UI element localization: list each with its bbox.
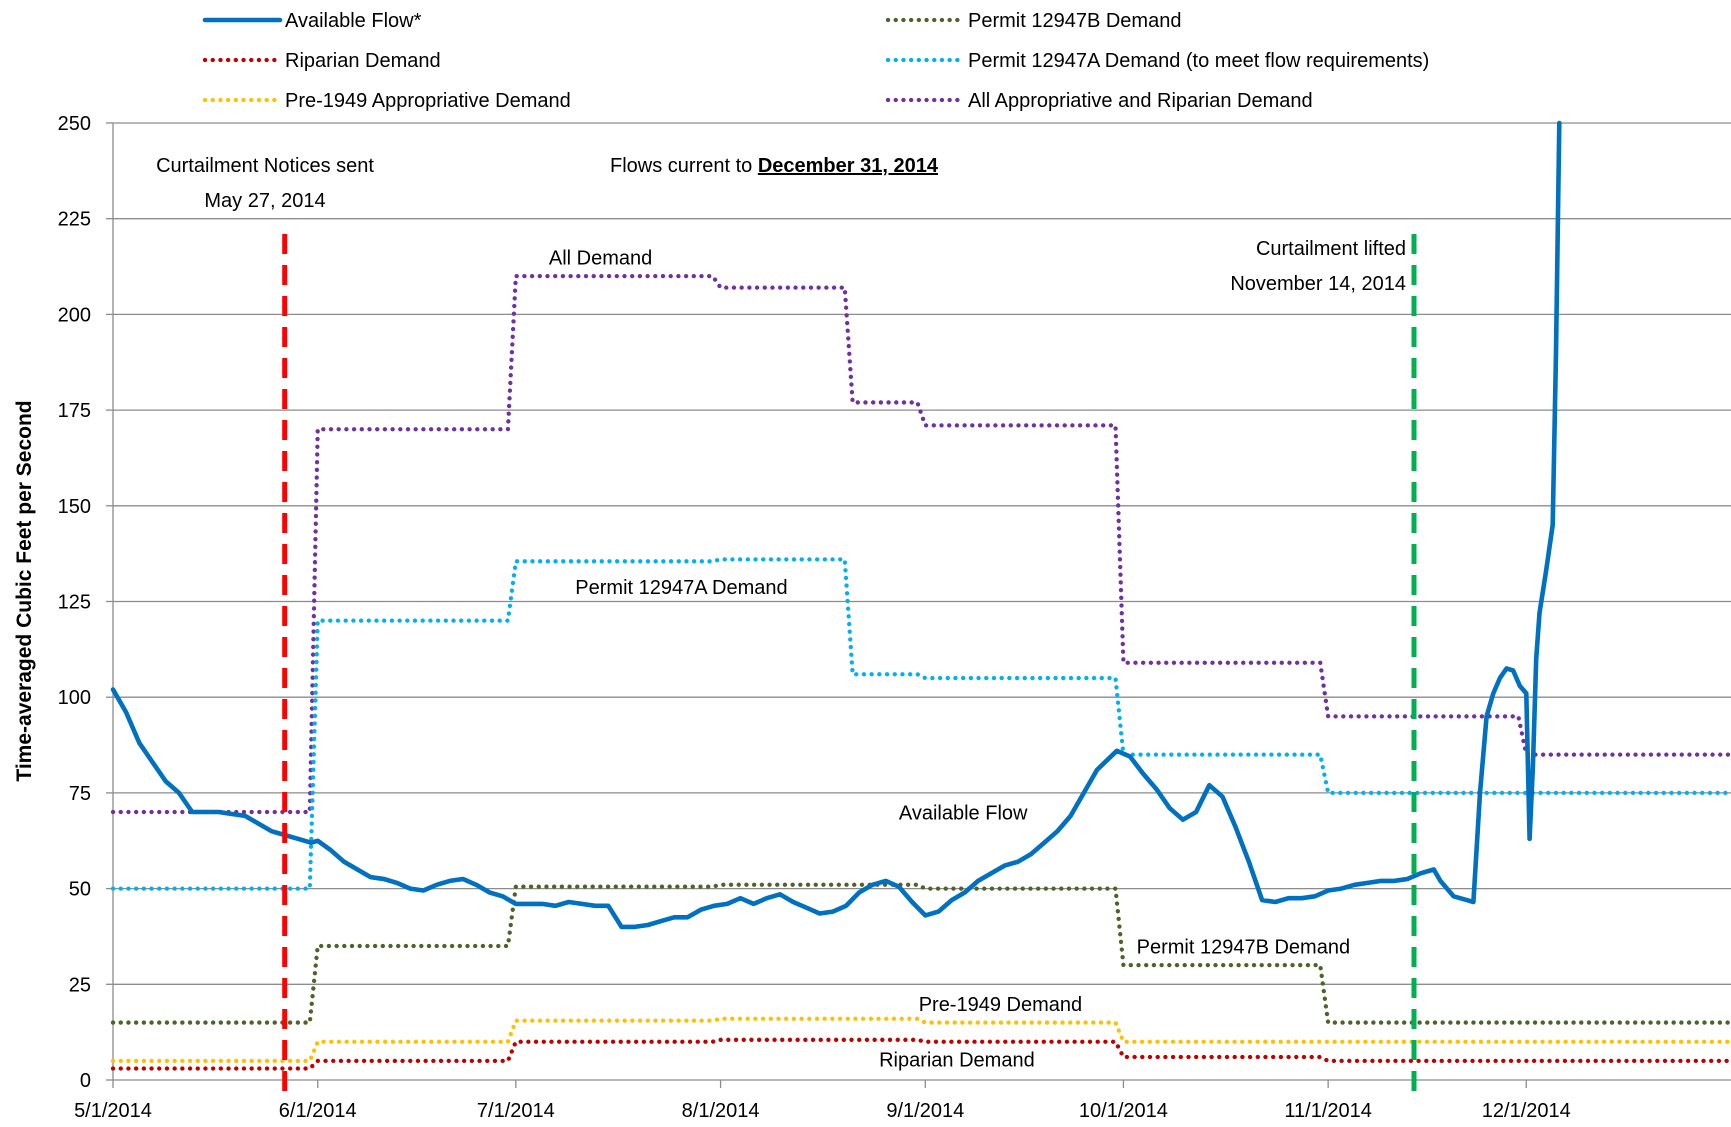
x-tick-label-8-1-2014: 8/1/2014 bbox=[682, 1100, 760, 1122]
annotation-pre1949: Pre-1949 Demand bbox=[919, 994, 1082, 1016]
legend-label-permit-12947a-demand-to-meet-flow-requirements: Permit 12947A Demand (to meet flow requi… bbox=[968, 50, 1429, 72]
reference-lines: Curtailment Notices sent May 27, 2014 Curt… bbox=[156, 155, 1417, 1092]
x-tick-label-5-1-2014: 5/1/2014 bbox=[74, 1100, 152, 1122]
y-tick-label-150: 150 bbox=[58, 496, 91, 518]
x-tick-label-12-1-2014: 12/1/2014 bbox=[1482, 1100, 1571, 1122]
y-tick-label-50: 50 bbox=[69, 879, 91, 901]
series-line-permit-12947a-demand-to-meet-flow-requirements bbox=[110, 557, 1731, 891]
y-tick-label-250: 250 bbox=[58, 113, 91, 135]
annotation-avail: Available Flow bbox=[899, 803, 1028, 825]
y-tick-label-25: 25 bbox=[69, 974, 91, 996]
annotation-riparian: Riparian Demand bbox=[879, 1050, 1035, 1072]
reference-label-may-27-2014: May 27, 2014 bbox=[204, 190, 325, 212]
x-tick-label-7-1-2014: 7/1/2014 bbox=[477, 1100, 555, 1122]
x-tick-label-9-1-2014: 9/1/2014 bbox=[886, 1100, 964, 1122]
y-tick-label-175: 175 bbox=[58, 400, 91, 422]
flows-current-prefix: Flows current to bbox=[610, 155, 758, 177]
reference-label-curtailment-notices-sent: Curtailment Notices sent bbox=[156, 155, 374, 177]
x-tick-label-10-1-2014: 10/1/2014 bbox=[1079, 1100, 1168, 1122]
legend-label-available-flow: Available Flow* bbox=[285, 10, 422, 32]
y-tick-label-225: 225 bbox=[58, 209, 91, 231]
legend-label-all-appropriative-and-riparian-demand: All Appropriative and Riparian Demand bbox=[968, 90, 1313, 112]
flows-current-date: December 31, 2014 bbox=[758, 155, 939, 177]
y-axis-label: Time-averaged Cubic Feet per Second bbox=[13, 400, 36, 781]
flows-current-note: Flows current to December 31, 2014 bbox=[610, 155, 939, 177]
legend-label-permit-12947b-demand: Permit 12947B Demand bbox=[968, 10, 1181, 32]
legend-label-pre-1949-appropriative-demand: Pre-1949 Appropriative Demand bbox=[285, 90, 571, 112]
grid bbox=[112, 122, 1731, 1081]
x-tick-label-11-1-2014: 11/1/2014 bbox=[1284, 1100, 1372, 1122]
annotation-p12947b: Permit 12947B Demand bbox=[1137, 937, 1350, 959]
y-tick-label-100: 100 bbox=[58, 687, 91, 709]
x-tick-label-6-1-2014: 6/1/2014 bbox=[279, 1100, 357, 1122]
y-tick-label-125: 125 bbox=[58, 592, 91, 614]
annotations: All Demand Permit 12947A Demand Available … bbox=[549, 248, 1350, 1072]
series-line-permit-12947b-demand bbox=[110, 882, 1731, 1025]
legend: Available Flow* Permit 12947B Demand Ripar… bbox=[202, 10, 1429, 112]
x-axis-ticks: 5/1/2014 6/1/2014 7/1/2014 8/1/2014 9/1/2014… bbox=[74, 1080, 1571, 1122]
series-line-all-appropriative-and-riparian-demand bbox=[110, 273, 1731, 815]
annotation-p12947a: Permit 12947A Demand bbox=[575, 577, 787, 599]
y-tick-label-0: 0 bbox=[80, 1070, 91, 1092]
y-axis-ticks: 0 25 50 75 100 125 150 175 200 225 250 bbox=[58, 113, 113, 1092]
reference-label-november-14-2014: November 14, 2014 bbox=[1230, 273, 1406, 295]
annotation-all: All Demand bbox=[549, 248, 652, 270]
series-group bbox=[110, 120, 1731, 1071]
y-tick-label-75: 75 bbox=[69, 783, 91, 805]
y-tick-label-200: 200 bbox=[58, 304, 91, 326]
series-line-available-flow bbox=[110, 120, 1562, 930]
legend-label-riparian-demand: Riparian Demand bbox=[285, 50, 441, 72]
reference-label-curtailment-lifted: Curtailment lifted bbox=[1256, 238, 1406, 260]
